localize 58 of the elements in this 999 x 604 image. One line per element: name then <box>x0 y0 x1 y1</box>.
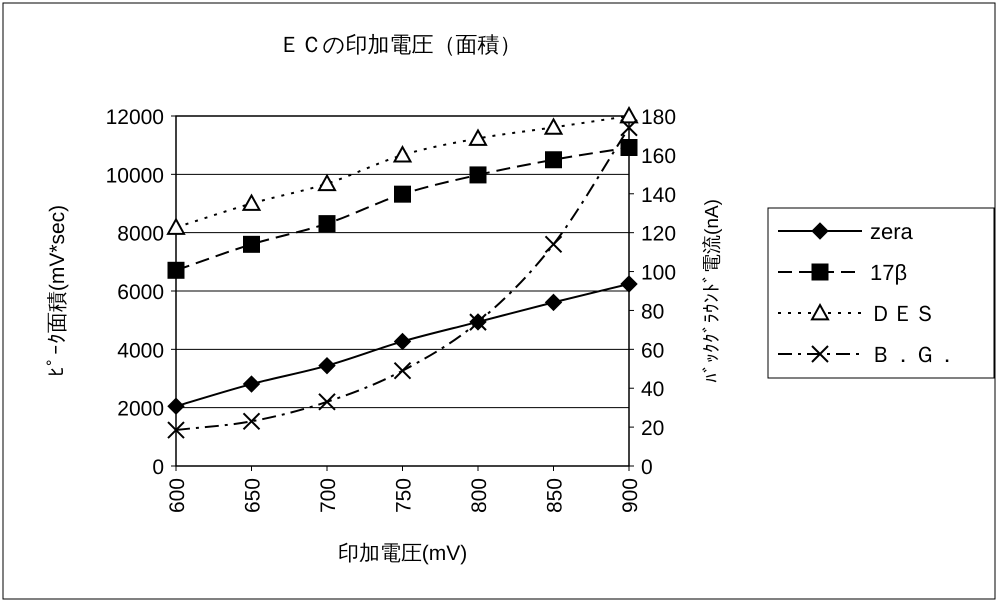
point <box>620 107 638 124</box>
point <box>394 362 412 380</box>
point <box>167 421 185 440</box>
y2-axis-title: ﾊﾞｯｸｸﾞﾗｳﾝﾄﾞ電流(nA) <box>701 199 723 383</box>
y-tick-label: 12000 <box>106 106 164 129</box>
y2-tick-label: 100 <box>641 262 676 285</box>
point <box>620 118 638 137</box>
point <box>394 332 411 350</box>
legend-label: zera <box>870 219 914 244</box>
point <box>544 118 562 135</box>
point <box>243 236 260 253</box>
x-tick-label: 850 <box>544 478 566 514</box>
y-tick-label: 8000 <box>117 222 164 246</box>
x-tick-label: 600 <box>166 478 189 514</box>
point <box>242 412 260 430</box>
point <box>243 376 260 393</box>
point <box>545 294 562 311</box>
y-tick-label: 2000 <box>117 398 164 421</box>
point <box>318 174 336 192</box>
y-axis-title: ﾋﾟｰｸ面積(mV*sec) <box>46 204 69 378</box>
x-axis-title: 印加電圧(mV) <box>338 542 468 565</box>
point <box>470 166 486 184</box>
x-tick-label: 800 <box>468 478 491 514</box>
legend-label: 17β <box>870 260 908 285</box>
x-tick-label: 900 <box>619 478 642 514</box>
point <box>620 139 638 156</box>
point <box>168 398 184 415</box>
point <box>168 262 184 279</box>
point <box>469 129 487 146</box>
y-tick-label: 4000 <box>117 339 164 362</box>
point <box>167 218 185 235</box>
point <box>394 146 412 162</box>
y2-tick-label: 120 <box>641 222 676 246</box>
x-tick-label: 700 <box>317 478 340 514</box>
x-tick-label: 750 <box>392 478 416 514</box>
y2-tick-label: 140 <box>641 184 676 207</box>
y2-tick-label: 20 <box>641 417 664 440</box>
point <box>620 276 638 292</box>
y-tick-label: 0 <box>152 456 164 479</box>
y2-tick-label: 180 <box>641 106 676 129</box>
point <box>318 392 336 411</box>
chart-title: ＥＣの印加電圧（面積） <box>278 32 522 57</box>
legend-label: ＤＥＳ <box>870 301 936 326</box>
y2-tick-label: 0 <box>641 456 653 479</box>
legend-label: Ｂ．Ｇ． <box>870 342 958 367</box>
y-tick-label: 6000 <box>117 281 164 304</box>
y2-tick-label: 160 <box>641 144 676 168</box>
x-tick-label: 650 <box>242 478 264 514</box>
y2-tick-label: 60 <box>641 339 664 362</box>
y-tick-label: 10000 <box>106 164 164 188</box>
point <box>318 357 336 374</box>
point <box>545 151 562 168</box>
point <box>394 186 411 203</box>
y2-tick-label: 80 <box>641 300 664 324</box>
point <box>242 194 260 211</box>
y2-tick-label: 40 <box>641 378 664 402</box>
point <box>544 235 562 254</box>
point <box>318 215 336 232</box>
